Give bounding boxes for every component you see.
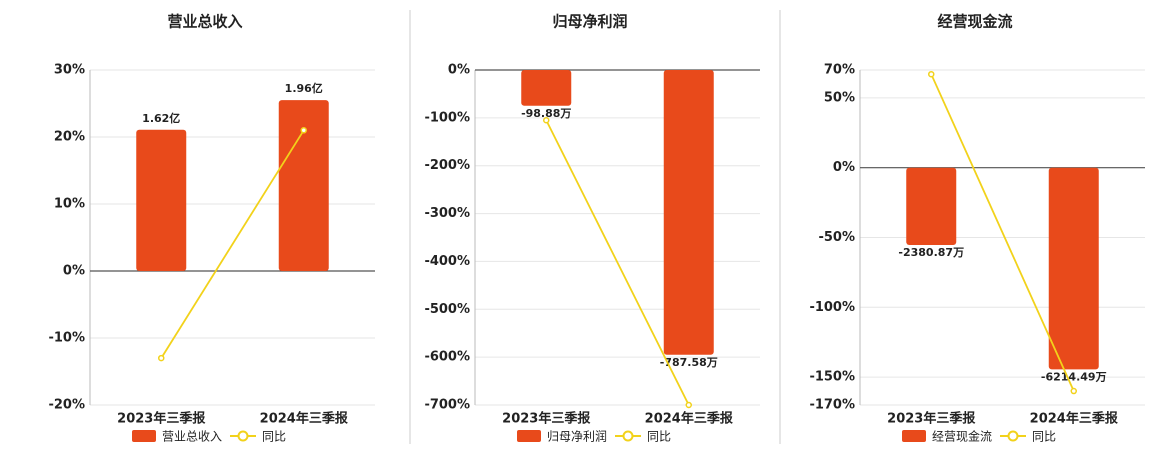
line-point xyxy=(158,354,165,362)
y-tick-label: -700% xyxy=(424,398,470,413)
y-tick-label: 70% xyxy=(824,63,855,78)
y-tick-label: -10% xyxy=(48,331,85,346)
line-point xyxy=(685,401,692,409)
bar xyxy=(136,129,187,271)
y-tick-label: 0% xyxy=(63,264,85,279)
line-point xyxy=(1070,387,1077,395)
y-tick-label: -170% xyxy=(809,398,855,413)
bar xyxy=(278,100,329,272)
x-tick-label: 2024年三季报 xyxy=(645,411,734,427)
x-tick-label: 2023年三季报 xyxy=(117,411,206,427)
y-tick-label: 20% xyxy=(54,130,85,145)
line-series xyxy=(160,129,305,359)
bar-value-label: 1.62亿 xyxy=(142,111,180,125)
legend-label: 营业总收入 xyxy=(162,430,222,444)
y-tick-label: -400% xyxy=(424,254,470,269)
chart-title: 归母净利润 xyxy=(552,13,627,31)
y-tick-label: -500% xyxy=(424,302,470,317)
y-tick-label: -20% xyxy=(48,398,85,413)
bar xyxy=(663,70,714,355)
y-tick-label: 0% xyxy=(448,63,470,78)
line-series xyxy=(930,73,1075,392)
y-tick-label: -50% xyxy=(818,230,855,245)
legend-label: 同比 xyxy=(262,430,286,444)
legend-swatch xyxy=(1007,430,1019,442)
chart-title: 营业总收入 xyxy=(167,13,242,31)
bar-value-label: -787.58万 xyxy=(660,356,718,369)
y-tick-label: -150% xyxy=(809,370,855,385)
y-tick-label: -100% xyxy=(809,300,855,315)
x-tick-label: 2024年三季报 xyxy=(1030,411,1119,427)
bar xyxy=(906,167,957,245)
y-tick-label: 10% xyxy=(54,197,85,212)
legend-swatch xyxy=(237,430,249,442)
x-tick-label: 2023年三季报 xyxy=(502,411,591,427)
line-point xyxy=(928,70,935,78)
y-tick-label: -200% xyxy=(424,158,470,173)
line-point xyxy=(543,117,550,124)
y-tick-label: -300% xyxy=(424,206,470,221)
y-tick-label: 30% xyxy=(54,63,85,78)
bar-value-label: 1.96亿 xyxy=(285,81,323,95)
chart-title: 经营现金流 xyxy=(937,13,1012,31)
legend-swatch xyxy=(902,430,926,442)
legend-swatch xyxy=(132,430,156,442)
bar-value-label: -2380.87万 xyxy=(898,246,964,259)
bar xyxy=(521,70,572,106)
line-point xyxy=(300,127,307,134)
y-tick-label: -100% xyxy=(424,110,470,125)
x-tick-label: 2023年三季报 xyxy=(887,411,976,427)
bar-value-label: -6214.49万 xyxy=(1041,370,1107,383)
bar xyxy=(1048,167,1099,370)
y-tick-label: -600% xyxy=(424,350,470,365)
legend-swatch xyxy=(517,430,541,442)
x-tick-label: 2024年三季报 xyxy=(260,411,349,427)
legend-label: 同比 xyxy=(647,430,671,444)
y-tick-label: 0% xyxy=(833,160,855,175)
line-series xyxy=(545,119,690,406)
legend-label: 经营现金流 xyxy=(932,429,992,444)
bar-value-label: -98.88万 xyxy=(521,107,571,120)
y-tick-label: 50% xyxy=(824,90,855,105)
legend-swatch xyxy=(622,430,634,442)
legend-label: 同比 xyxy=(1032,430,1056,444)
legend-label: 归母净利润 xyxy=(547,430,607,444)
